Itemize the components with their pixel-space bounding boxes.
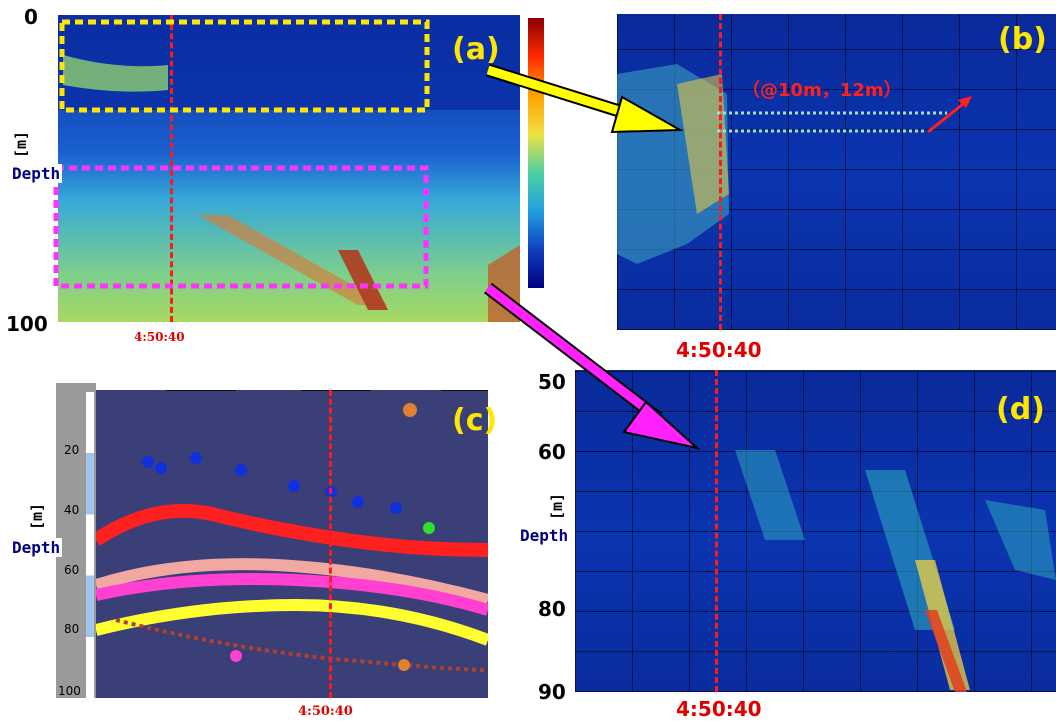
panel-d-echo-texture (735, 450, 1056, 692)
panel-b-time-line (719, 14, 722, 330)
panel-d-yunit: [m] (548, 492, 566, 520)
panel-c-time-line (329, 390, 332, 698)
panel-a-echo-texture (58, 15, 520, 322)
panel-a-time-line (170, 15, 173, 322)
panel-d-time-label: 4:50:40 (676, 697, 762, 721)
panel-c-ytick-60: 60 (64, 563, 80, 577)
panel-c-ytick-80: 80 (64, 622, 80, 636)
panel-d-time-line (715, 370, 718, 692)
panel-c-top-bar-1 (166, 390, 236, 391)
panel-c-ytick-40: 40 (64, 503, 80, 517)
panel-a-time-label: 4:50:40 (134, 330, 185, 344)
panel-c-ylabel: Depth (10, 538, 63, 557)
panel-b-time-label: 4:50:40 (676, 338, 762, 362)
panel-d-label: (d) (996, 392, 1045, 427)
panel-b-echo-texture (617, 64, 947, 264)
panel-d-ytick-90: 90 (538, 680, 566, 704)
panel-a-ytick-0: 0 (24, 5, 38, 29)
panel-d-echogram (575, 370, 1056, 692)
panel-c-ytick-20: 20 (64, 443, 80, 457)
panel-b-annotation: （@10m，12m） (742, 80, 902, 101)
panel-a-yunit: [m] (12, 130, 30, 158)
panel-c-plot (96, 390, 488, 698)
panel-d-ytick-80: 80 (538, 597, 566, 621)
panel-a-colorbar (528, 18, 544, 288)
panel-c-depth-bar (86, 392, 94, 698)
panel-d-ylabel: Depth (518, 526, 571, 545)
panel-c-top-bar-3 (441, 390, 488, 391)
panel-c-scatter (96, 403, 488, 672)
panel-d-ytick-60: 60 (538, 440, 566, 464)
panel-d-ytick-50: 50 (538, 370, 566, 394)
panel-b-label: (b) (998, 22, 1047, 57)
panel-a-label: (a) (452, 32, 500, 67)
panel-c-yunit: [m] (28, 502, 46, 530)
panel-a-ytick-100: 100 (6, 312, 48, 336)
panel-a-echogram (58, 15, 520, 322)
panel-c-top-bar-2 (301, 390, 371, 391)
panel-c-time-label: 4:50:40 (298, 704, 353, 719)
panel-b-echogram (617, 14, 1056, 330)
panel-c-ytick-100: 100 (58, 684, 81, 698)
panel-c-label: (c) (452, 403, 498, 438)
panel-a-ylabel: Depth (10, 164, 63, 183)
